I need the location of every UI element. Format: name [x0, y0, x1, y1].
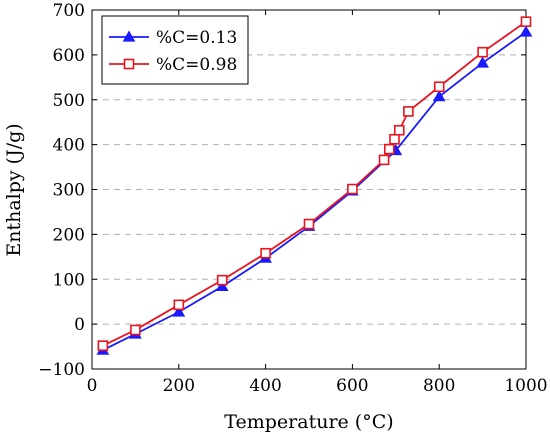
y-tick-label: −100	[38, 360, 85, 380]
y-tick-label: 400	[53, 136, 85, 156]
y-tick-label: 0	[74, 315, 85, 335]
data-point	[432, 90, 446, 102]
y-tick-label: 300	[53, 181, 85, 201]
data-point	[216, 274, 228, 286]
y-axis-label: Enthalpy (J/g)	[3, 123, 25, 256]
legend: %C=0.13 %C=0.98	[101, 15, 249, 85]
x-tick-label: 600	[336, 376, 368, 396]
data-point	[173, 299, 185, 311]
y-tick-label: 700	[53, 1, 85, 21]
x-axis-label: Temperature (°C)	[224, 411, 393, 433]
x-tick-label: 0	[87, 376, 98, 396]
data-point	[383, 143, 395, 155]
y-tick-label: 500	[53, 91, 85, 111]
data-point	[347, 183, 358, 195]
data-point	[378, 154, 390, 166]
data-point	[520, 16, 532, 27]
data-point	[477, 46, 488, 58]
legend-label: %C=0.13	[156, 28, 237, 48]
legend-label: %C=0.98	[156, 55, 237, 75]
legend-box	[101, 15, 249, 85]
legend-marker	[123, 58, 135, 70]
x-tick-label: 1000	[504, 376, 547, 396]
series-1	[97, 16, 532, 351]
y-tick-label: 200	[53, 225, 85, 245]
x-tick-label: 400	[249, 376, 281, 396]
data-point	[260, 247, 271, 259]
data-point	[303, 218, 315, 230]
data-point	[130, 324, 141, 336]
series-layer	[96, 16, 533, 355]
x-tick-label: 200	[163, 376, 195, 396]
x-tick-label: 800	[423, 376, 455, 396]
data-point	[393, 124, 405, 136]
data-point	[433, 81, 445, 93]
legend-marker	[122, 30, 136, 42]
y-tick-label: 100	[53, 270, 85, 290]
data-point	[519, 25, 533, 37]
grid-lines	[92, 54, 526, 325]
data-point	[172, 305, 186, 317]
data-point	[403, 106, 414, 117]
data-point	[215, 279, 229, 292]
data-point	[389, 133, 400, 145]
data-point	[97, 340, 109, 351]
y-tick-label: 600	[53, 46, 85, 66]
data-point	[476, 56, 489, 68]
